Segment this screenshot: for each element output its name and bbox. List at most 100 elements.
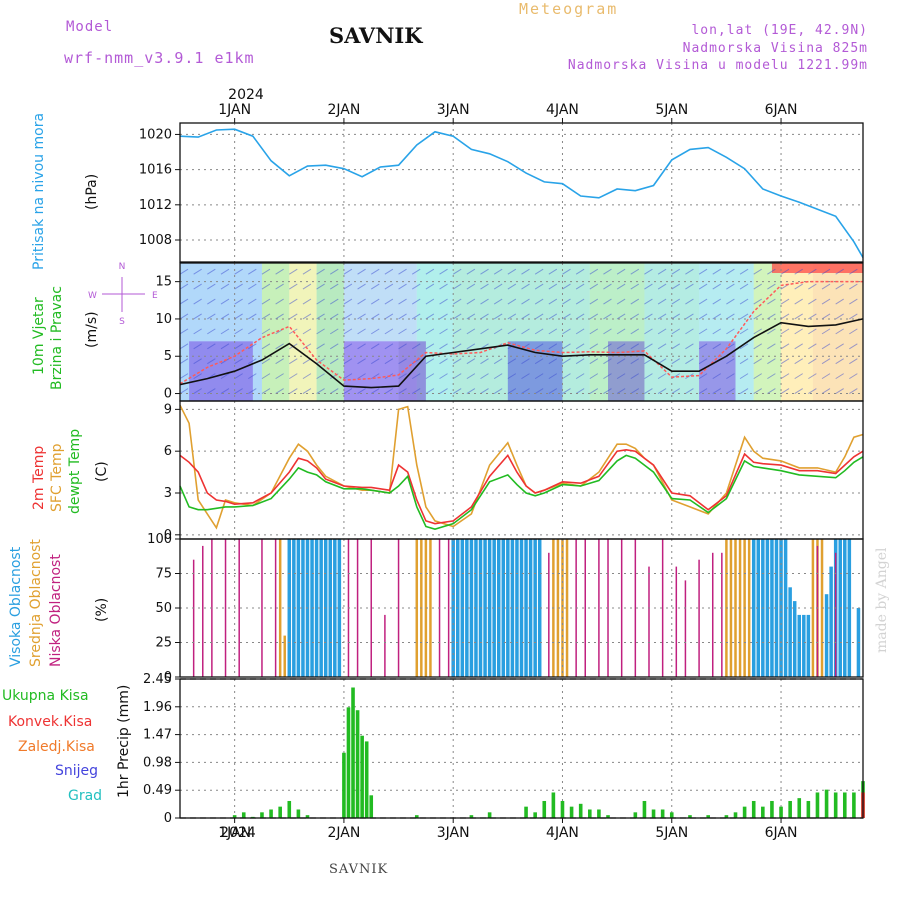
wind-barb [289,388,298,394]
wind-barb [739,373,749,380]
wind-barb [466,358,476,365]
wind-barb [534,283,544,290]
wind-barb [739,328,749,335]
precip-bar-total [360,735,364,818]
pressure-ytick-label: 1020 [139,127,172,142]
wind-barb [289,268,298,275]
wind-barb [398,358,407,365]
wind-barb [261,388,271,394]
temp-label-sfc: SFC Temp [49,443,65,512]
cloud-bar-high [774,539,779,677]
wind-barb [343,358,353,365]
wind-barb [493,328,503,335]
precip-bar-total [278,806,282,818]
wind-barb [207,358,216,365]
wind-barb [411,343,421,350]
wind-barb [671,358,681,365]
wind-barb [234,388,243,394]
wind-barb [548,358,558,365]
wind-barb [343,298,353,305]
wind-barb [671,373,681,380]
wind-ytick-label: 15 [155,275,172,290]
cloud-bar-high [788,587,792,677]
wind-barb [616,298,626,305]
cloud-label-low: Niska Oblacnost [48,554,64,667]
pressure-ylabel: Pritisak na nivou mora (hPa) [31,113,100,270]
wind-barb [862,318,863,319]
wind-barb [821,343,831,350]
precip-bar-total [669,812,674,818]
temp-ytick-label: 3 [164,486,172,501]
temp-label-t2m: 2m Temp [31,446,47,510]
cloud-bar-high [483,539,487,677]
precip-bar-total [606,815,610,818]
wind-barb [521,298,530,305]
wind-barb [849,328,858,335]
wind-barb [534,268,544,275]
wind-barb [357,358,366,365]
wind-barb [452,268,462,275]
wind-barb [398,298,407,305]
day-label-bottom: 3JAN [437,825,470,841]
wind-barb [507,358,517,365]
wind-barb [589,373,599,380]
wind-barb [534,343,544,350]
wind-barb [589,343,599,350]
wind-barb-field [180,263,863,401]
precip-bar-total [469,815,474,818]
precip-bar-total [724,815,729,818]
wind-barb [370,343,380,350]
wind-barb [316,343,325,350]
precip-bar-total [633,812,638,818]
precip-bar-total [660,809,665,818]
wind-barb [207,298,216,305]
wind-barb [630,313,640,320]
wind-barb [507,283,517,290]
footer-station: SAVNIK [329,862,389,877]
cloud-bar-mid [565,539,569,677]
wind-barb [466,388,476,394]
wind-barb [439,388,448,394]
year-label-bottom: 2024 [220,825,256,841]
wind-barb [712,373,722,380]
cloud-bar-low [274,539,277,677]
wind-barb [657,373,667,380]
wind-barb [234,283,243,290]
wind-barb [207,313,216,320]
wind-barb [808,358,817,365]
wind-barb [370,283,380,290]
pressure-frame [179,122,864,263]
wind-barb [671,343,681,350]
wind-barb [493,298,503,305]
cloud-bar-mid [283,635,286,677]
wind-barb [685,388,694,394]
cloud-bar-high [770,539,774,677]
wind-barb [316,283,325,290]
wind-ytick-label: 10 [155,312,172,327]
wind-barb [562,328,571,335]
wind-barb [234,343,243,350]
wind-barb [671,268,681,275]
year-label-top: 2024 [228,87,264,103]
wind-barb [712,328,722,335]
wind-barb [425,373,435,380]
wind-barb [289,358,298,365]
wind-barb [685,343,694,350]
wind-barb [657,313,667,320]
y-tick-labels: 10081012101610200510150369025507510000.4… [139,127,180,826]
wind-barb [466,328,476,335]
wind-barb [370,313,380,320]
wind-barb [671,283,681,290]
compass-s: S [119,317,125,327]
wind-barb [248,343,257,350]
wind-barb [849,283,858,290]
cloud-bar-mid [561,539,564,677]
wind-barb [180,283,189,290]
precip-bar-total [815,792,820,818]
cloud-ytick-label: 50 [155,601,172,616]
precip-bar-total [487,812,492,818]
temp-ylabel: 2m Temp SFC Temp dewpt Temp (C) [31,429,110,514]
precip-ytick-label: 1.47 [143,728,172,743]
compass-n: N [119,262,126,272]
wind-barb [780,268,790,275]
